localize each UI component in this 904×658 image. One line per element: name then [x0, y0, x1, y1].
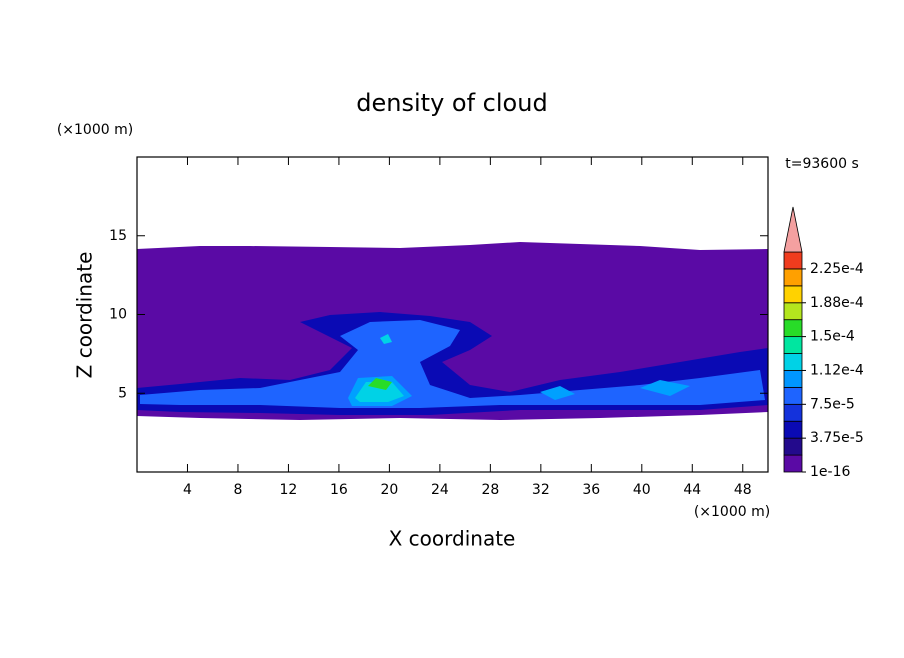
- colorbar-box: [783, 319, 803, 338]
- colorbar-box: [783, 437, 803, 456]
- colorbar-label: 3.75e-5: [810, 430, 864, 446]
- x-tick-label: 4: [183, 482, 192, 498]
- colorbar-label: 2.25e-4: [810, 261, 864, 277]
- colorbar-box: [783, 336, 803, 354]
- x-tick-label: 20: [380, 482, 398, 498]
- colorbar-box: [783, 268, 803, 287]
- y-tick-label: 10: [109, 307, 127, 323]
- colorbar-label: 1e-16: [810, 464, 850, 480]
- x-tick-label: 36: [582, 482, 600, 498]
- y-tick-label: 5: [118, 385, 127, 401]
- colorbar-box: [783, 251, 803, 270]
- colorbar-box: [783, 302, 803, 321]
- x-axis-label: X coordinate: [389, 527, 516, 551]
- x-tick-label: 8: [233, 482, 242, 498]
- colorbar-box: [783, 420, 803, 439]
- colorbar-box: [783, 386, 803, 405]
- x-tick-label: 48: [734, 482, 752, 498]
- x-tick-label: 28: [481, 482, 499, 498]
- x-tick-label: 16: [330, 482, 348, 498]
- y-unit: (×1000 m): [57, 122, 133, 138]
- colorbar-box: [783, 454, 803, 473]
- chart-title: density of cloud: [356, 89, 547, 117]
- colorbar-box: [783, 370, 803, 388]
- colorbar-box: [783, 285, 803, 304]
- colorbar-box: [783, 403, 803, 422]
- x-tick-label: 44: [683, 482, 701, 498]
- colorbar-label: 1.5e-4: [810, 329, 855, 345]
- x-unit: (×1000 m): [694, 504, 770, 520]
- contour-field: [137, 242, 768, 420]
- colorbar-extension: [783, 206, 803, 253]
- colorbar-label: 1.12e-4: [810, 362, 864, 378]
- time-annotation: t=93600 s: [785, 156, 859, 172]
- colorbar-box: [783, 353, 803, 371]
- x-tick-label: 40: [633, 482, 651, 498]
- y-tick-label: 15: [109, 228, 127, 244]
- x-tick-label: 32: [532, 482, 550, 498]
- x-tick-label: 12: [280, 482, 298, 498]
- y-axis-label: Z coordinate: [73, 252, 97, 379]
- x-tick-label: 24: [431, 482, 449, 498]
- colorbar-label: 1.88e-4: [810, 295, 864, 311]
- colorbar-label: 7.5e-5: [810, 396, 855, 412]
